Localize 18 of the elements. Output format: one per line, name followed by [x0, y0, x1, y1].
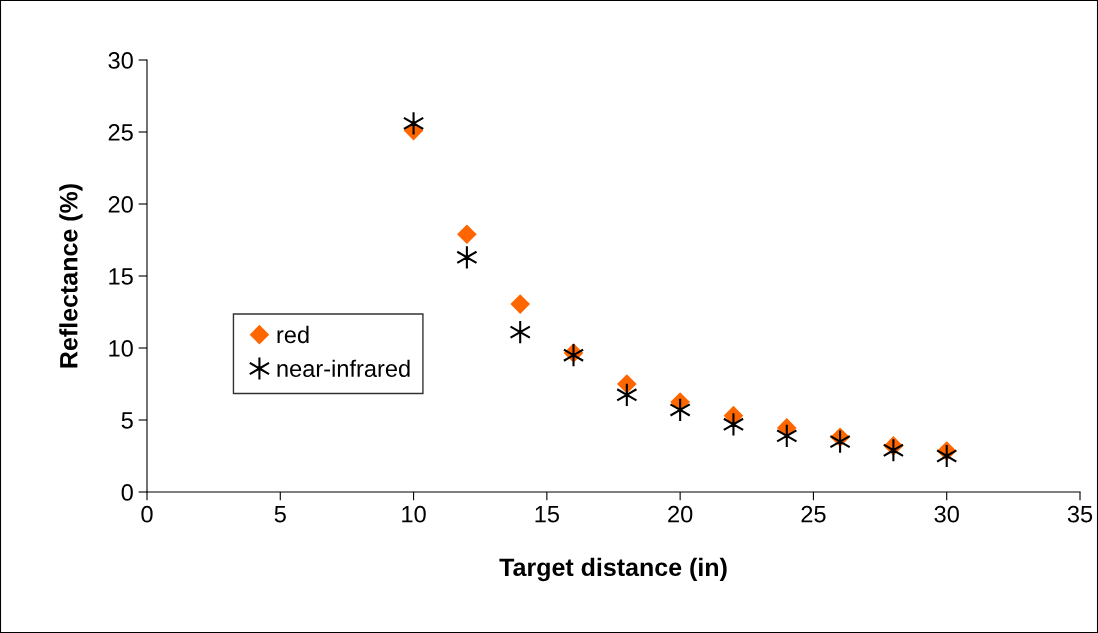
x-axis-title: Target distance (in) — [499, 557, 727, 582]
x-tick-label: 20 — [668, 505, 693, 523]
y-tick-label: 30 — [108, 52, 133, 69]
x-tick-label: 35 — [1067, 505, 1093, 523]
x-tick-label: 0 — [141, 505, 153, 523]
y-tick-label: 20 — [108, 196, 133, 213]
y-tick-label: 0 — [121, 484, 133, 501]
x-tick-label: 25 — [801, 505, 826, 523]
x-tick-label: 5 — [274, 506, 286, 523]
x-tick-label: 30 — [934, 505, 959, 523]
y-tick-label: 10 — [109, 340, 133, 357]
y-tick-label: 25 — [108, 124, 133, 141]
y-axis-title: Reflectance (%) — [59, 184, 83, 368]
x-tick-label: 10 — [402, 505, 426, 523]
y-tick-label: 15 — [109, 268, 133, 285]
y-tick-label: 5 — [121, 412, 133, 429]
x-tick-label: 15 — [535, 506, 559, 523]
legend-label: red — [277, 325, 309, 344]
